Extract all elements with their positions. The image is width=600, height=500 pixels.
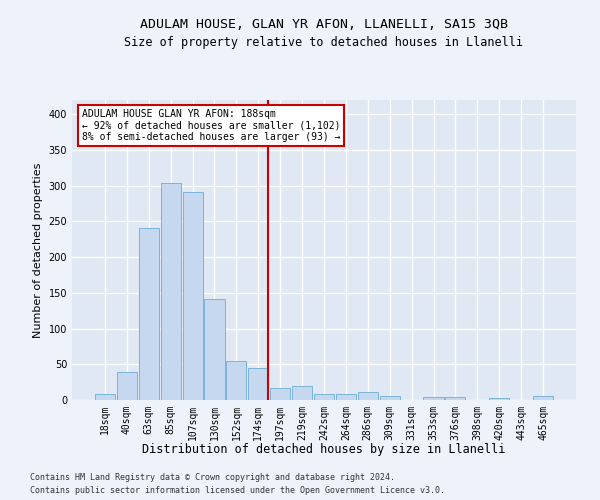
- Bar: [314, 394, 334, 400]
- Text: Size of property relative to detached houses in Llanelli: Size of property relative to detached ho…: [125, 36, 523, 49]
- Text: ADULAM HOUSE, GLAN YR AFON, LLANELLI, SA15 3QB: ADULAM HOUSE, GLAN YR AFON, LLANELLI, SA…: [140, 18, 508, 30]
- Bar: [205, 298, 224, 400]
- Bar: [182, 192, 203, 400]
- Bar: [424, 397, 443, 400]
- Text: Contains public sector information licensed under the Open Government Licence v3: Contains public sector information licen…: [30, 486, 445, 495]
- Bar: [161, 183, 181, 400]
- Text: Contains HM Land Registry data © Crown copyright and database right 2024.: Contains HM Land Registry data © Crown c…: [30, 472, 395, 482]
- Bar: [95, 394, 115, 400]
- Bar: [270, 388, 290, 400]
- Bar: [380, 396, 400, 400]
- Bar: [445, 397, 466, 400]
- Bar: [533, 396, 553, 400]
- Text: Distribution of detached houses by size in Llanelli: Distribution of detached houses by size …: [142, 442, 506, 456]
- Bar: [358, 392, 378, 400]
- Bar: [336, 394, 356, 400]
- Bar: [117, 372, 137, 400]
- Text: ADULAM HOUSE GLAN YR AFON: 188sqm
← 92% of detached houses are smaller (1,102)
8: ADULAM HOUSE GLAN YR AFON: 188sqm ← 92% …: [82, 109, 341, 142]
- Bar: [489, 398, 509, 400]
- Bar: [292, 386, 312, 400]
- Y-axis label: Number of detached properties: Number of detached properties: [33, 162, 43, 338]
- Bar: [248, 368, 268, 400]
- Bar: [226, 360, 247, 400]
- Bar: [139, 228, 159, 400]
